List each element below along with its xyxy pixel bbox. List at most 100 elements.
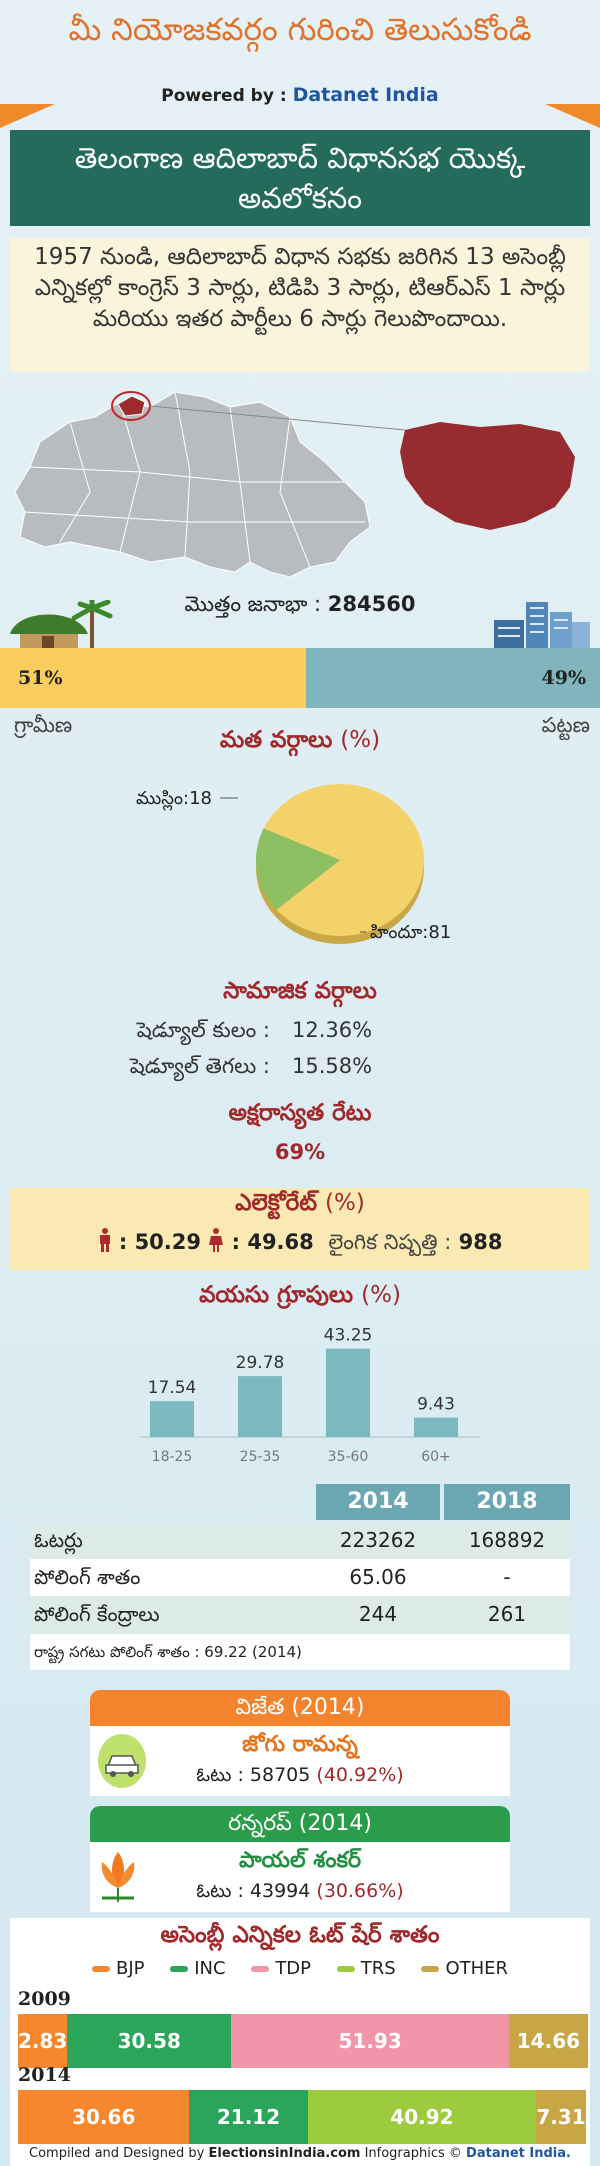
row-value-2014: 244 bbox=[358, 1602, 398, 1626]
age-groups-title-text: వయసు గ్రూపులు bbox=[199, 1282, 354, 1308]
runner-votes-pct: (30.66%) bbox=[316, 1880, 404, 1902]
population-value: 284560 bbox=[327, 592, 416, 616]
row-value-2014: 223262 bbox=[339, 1528, 417, 1552]
legend-swatch bbox=[421, 1966, 440, 1972]
age-category-label-1: 25-35 bbox=[240, 1449, 281, 1465]
vote-share-segment-other: 14.66 bbox=[509, 2014, 588, 2068]
male-percent: : 50.29 bbox=[118, 1230, 201, 1254]
banner-line-1: తెలంగాణ ఆదిలాబాద్ విధానసభ యొక్క bbox=[74, 141, 526, 175]
legend-label: OTHER bbox=[445, 1958, 509, 1979]
winner-card: విజేత (2014) జోగు రామన్న ఓటు : 58705 (40… bbox=[90, 1690, 510, 1796]
winner-name: జోగు రామన్న bbox=[242, 1732, 358, 1757]
page-title: మీ నియోజకవర్గం గురించి తెలుసుకోండి bbox=[68, 12, 532, 48]
legend-label: TRS bbox=[360, 1958, 396, 1979]
hut-icon bbox=[10, 600, 113, 652]
literacy-title: అక్షరాస్యత రేటు bbox=[228, 1100, 372, 1126]
runner-up-votes: ఓటు : 43994 (30.66%) bbox=[90, 1880, 510, 1907]
banner-line-2: అవలోకనం bbox=[237, 181, 362, 215]
social-row-label: షెడ్యూల్ కులం : bbox=[136, 1018, 270, 1042]
age-bar-2 bbox=[326, 1348, 370, 1437]
age-category-label-0: 18-25 bbox=[152, 1449, 193, 1465]
rural-label: గ్రామీణ bbox=[14, 713, 73, 737]
footer-info: Infographics © bbox=[364, 2146, 462, 2161]
literacy-value: 69% bbox=[274, 1140, 326, 1164]
social-row-value: 12.36% bbox=[292, 1018, 373, 1042]
city-buildings-icon bbox=[494, 602, 590, 650]
row-value-2018: 168892 bbox=[468, 1528, 546, 1552]
sex-ratio-label: లైంగిక నిష్పత్తి : bbox=[328, 1230, 452, 1254]
title-banner: తెలంగాణ ఆదిలాబాద్ విధానసభ యొక్క అవలోకనం bbox=[10, 130, 590, 226]
female-percent: : 49.68 bbox=[231, 1230, 314, 1254]
pie-slices bbox=[256, 784, 424, 936]
vote-share-segment-bjp: 30.66 bbox=[18, 2090, 190, 2144]
runner-up-card: రన్నరప్ (2014) పాయల్ శంకర్ ఓటు : 43994 (… bbox=[90, 1806, 510, 1912]
vote-share-year-2009: 2009 bbox=[18, 1988, 71, 2010]
legend-item-tdp: TDP bbox=[251, 1958, 311, 1979]
powered-brand: Datanet India bbox=[292, 84, 439, 106]
highlight-district-small bbox=[117, 395, 146, 417]
urban-label: పట్టణ bbox=[541, 713, 591, 737]
age-value-label-0: 17.54 bbox=[148, 1378, 197, 1398]
footer: Compiled and Designed by ElectionsinIndi… bbox=[0, 2146, 600, 2161]
runner-up-body: పాయల్ శంకర్ ఓటు : 43994 (30.66%) bbox=[90, 1842, 510, 1912]
corner-ribbon-left bbox=[0, 104, 55, 128]
zoom-connector bbox=[149, 405, 406, 431]
age-groups-bar-chart: 17.54 18-25 29.78 25-35 43.25 35-60 9.43 60+ bbox=[140, 1326, 480, 1465]
age-category-label-3: 60+ bbox=[421, 1449, 451, 1465]
age-groups-title-unit: (%) bbox=[361, 1282, 401, 1308]
intro-text: 1957 నుండి, ఆదిలాబాద్ విధాన సభకు జరిగిన … bbox=[10, 238, 590, 372]
state-map-shape bbox=[14, 391, 371, 578]
vote-share-bar-2009: 2.83 30.58 51.93 14.66 bbox=[18, 2014, 588, 2068]
legend-label: INC bbox=[194, 1958, 226, 1979]
social-row-value: 15.58% bbox=[292, 1054, 373, 1078]
legend-item-inc: INC bbox=[170, 1958, 226, 1979]
vote-share-segment-tdp: 51.93 bbox=[231, 2014, 510, 2068]
runner-up-header: రన్నరప్ (2014) bbox=[90, 1806, 510, 1842]
vote-share-title: అసెంబ్లీ ఎన్నికల ఓట్ షేర్ శాతం bbox=[160, 1922, 440, 1948]
row-value-2018: 261 bbox=[487, 1602, 527, 1626]
district-borders bbox=[24, 391, 365, 568]
population-total: మొత్తం జనాభా : 284560 bbox=[0, 592, 600, 622]
sex-ratio-value: 988 bbox=[458, 1230, 503, 1254]
legend-swatch bbox=[91, 1966, 110, 1972]
row-label: పోలింగ్ శాతం bbox=[34, 1565, 141, 1589]
winner-votes: ఓటు : 58705 (40.92%) bbox=[90, 1764, 510, 1791]
vote-share-segment-other: 7.31 bbox=[536, 2090, 586, 2144]
vote-share-bar-2014: 30.66 21.12 40.92 7.31 bbox=[18, 2090, 586, 2144]
row-label: ఓటర్లు bbox=[34, 1528, 83, 1552]
runner-up-name: పాయల్ శంకర్ bbox=[238, 1848, 361, 1873]
legend-label: TDP bbox=[275, 1958, 312, 1979]
female-icon bbox=[209, 1228, 224, 1252]
footer-site: ElectionsinIndia.com bbox=[208, 2146, 361, 2161]
electorate-title: ఎలెక్టోరేట్ (%) bbox=[0, 1190, 600, 1222]
legend-swatch bbox=[336, 1966, 355, 1972]
winner-votes-count: ఓటు : 58705 bbox=[196, 1764, 311, 1786]
age-bar-1 bbox=[238, 1376, 282, 1437]
table-header-2014: 2014 bbox=[316, 1484, 440, 1520]
table-row: ఓటర్లు 223262 168892 bbox=[30, 1522, 570, 1559]
row-value-2014: 65.06 bbox=[349, 1565, 407, 1589]
powered-by: Powered by : Datanet India bbox=[0, 84, 600, 106]
powered-label: Powered by : bbox=[161, 86, 287, 106]
electorate-title-text: ఎలెక్టోరేట్ bbox=[235, 1190, 317, 1216]
age-bar-0 bbox=[150, 1401, 194, 1437]
age-bars: 17.54 18-25 29.78 25-35 43.25 35-60 9.43 60+ bbox=[148, 1326, 458, 1465]
runner-head-text: రన్నరప్ bbox=[228, 1811, 292, 1836]
legend-label: BJP bbox=[115, 1958, 145, 1979]
electorate-title-unit: (%) bbox=[325, 1190, 365, 1216]
row-value-2018: - bbox=[503, 1565, 511, 1589]
age-value-label-1: 29.78 bbox=[236, 1353, 285, 1373]
winner-header: విజేత (2014) bbox=[90, 1690, 510, 1726]
runner-year: (2014) bbox=[298, 1811, 372, 1836]
legend-item-other: OTHER bbox=[421, 1958, 508, 1979]
runner-votes-count: ఓటు : 43994 bbox=[196, 1880, 311, 1902]
population-label: మొత్తం జనాభా : bbox=[184, 592, 322, 616]
footer-brand: Datanet India. bbox=[466, 2146, 571, 2161]
social-groups-title: సామాజిక వర్గాలు bbox=[223, 978, 377, 1004]
religion-title-unit: (%) bbox=[340, 727, 381, 753]
footer-compiled: Compiled and Designed by bbox=[29, 2146, 205, 2161]
state-average-text: రాష్ట్ర సగటు పోలింగ్ శాతం : 69.22 (2014) bbox=[34, 1643, 302, 1661]
table-row: పోలింగ్ కేంద్రాలు 244 261 bbox=[30, 1596, 570, 1633]
vote-share-segment-inc: 21.12 bbox=[189, 2090, 308, 2144]
religion-title-text: మత వర్గాలు bbox=[219, 727, 333, 753]
